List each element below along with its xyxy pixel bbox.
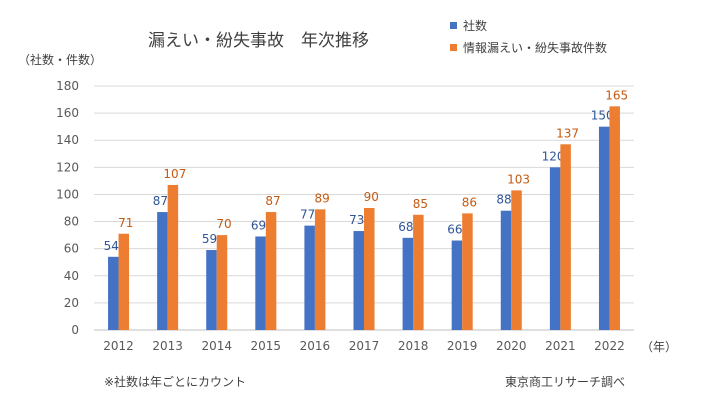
bar-companies	[157, 212, 168, 330]
x-tick-label: 2017	[349, 339, 380, 353]
legend-swatch-incidents	[450, 43, 457, 51]
y-axis-unit-label: （社数・件数）	[18, 53, 103, 67]
bar-incidents	[314, 209, 326, 330]
bar-incidents	[462, 213, 473, 330]
data-label-companies: 54	[104, 239, 119, 253]
y-tick-label: 180	[56, 79, 79, 93]
bar-companies	[598, 126, 610, 331]
x-tick-label: 2015	[251, 339, 282, 353]
x-tick-label: 2013	[152, 339, 183, 353]
data-label-companies: 66	[447, 223, 462, 237]
legend: 社数 情報漏えい・紛失事故件数	[450, 14, 607, 58]
y-tick-label: 100	[56, 187, 79, 201]
bar-companies	[108, 256, 119, 330]
bar-incidents	[560, 144, 571, 330]
bar-incidents	[609, 106, 620, 330]
data-label-incidents: 89	[315, 191, 330, 205]
bar-incidents	[364, 208, 375, 330]
data-label-companies: 59	[202, 232, 217, 246]
bar-companies	[402, 237, 414, 330]
data-label-companies: 77	[300, 208, 315, 222]
data-label-companies: 69	[251, 218, 266, 232]
data-label-incidents: 90	[364, 190, 379, 204]
source-note: 東京商工リサーチ調べ	[505, 375, 626, 389]
x-tick-label: 2022	[594, 339, 625, 353]
data-label-incidents: 103	[507, 172, 530, 186]
bar-companies	[255, 236, 266, 330]
y-tick-label: 160	[56, 106, 79, 120]
x-tick-label: 2016	[300, 339, 331, 353]
x-tick-label: 2018	[398, 339, 429, 353]
data-label-companies: 88	[496, 193, 511, 207]
data-label-incidents: 165	[605, 88, 628, 102]
data-label-companies: 87	[153, 194, 168, 208]
y-tick-label: 60	[64, 242, 79, 256]
data-label-incidents: 86	[462, 195, 477, 209]
data-label-companies: 68	[398, 220, 413, 234]
x-axis-unit-label: （年）	[641, 340, 678, 354]
x-tick-label: 2012	[103, 339, 134, 353]
data-label-companies: 150	[591, 109, 614, 123]
data-label-incidents: 85	[413, 197, 428, 211]
x-tick-label: 2020	[496, 339, 527, 353]
bar-companies	[500, 210, 512, 330]
bar-incidents	[216, 235, 228, 330]
y-tick-label: 140	[56, 133, 79, 147]
y-tick-label: 80	[64, 215, 79, 229]
x-tick-label: 2019	[447, 339, 478, 353]
bar-companies	[304, 225, 315, 330]
legend-label-incidents: 情報漏えい・紛失事故件数	[463, 40, 608, 55]
y-tick-label: 0	[71, 323, 79, 337]
data-label-companies: 120	[542, 149, 565, 163]
legend-swatch-companies	[450, 21, 457, 29]
bar-incidents	[118, 233, 130, 330]
bar-companies	[353, 231, 364, 330]
bar-companies	[549, 167, 561, 330]
x-tick-label: 2021	[545, 339, 576, 353]
legend-label-companies: 社数	[463, 18, 488, 33]
data-label-incidents: 107	[163, 167, 186, 181]
data-label-incidents: 137	[556, 126, 579, 140]
bar-companies	[206, 250, 217, 330]
bar-incidents	[413, 214, 424, 330]
data-label-incidents: 71	[118, 216, 133, 230]
data-label-companies: 73	[349, 213, 364, 227]
y-tick-label: 40	[64, 269, 79, 283]
bar-companies	[451, 240, 463, 330]
bar-incidents	[265, 212, 277, 330]
data-label-incidents: 87	[265, 194, 280, 208]
data-label-incidents: 70	[216, 217, 231, 231]
x-tick-label: 2014	[201, 339, 232, 353]
chart-title: 漏えい・紛失事故 年次推移	[148, 31, 369, 51]
bar-incidents	[511, 190, 522, 330]
footnote: ※社数は年ごとにカウント	[104, 375, 247, 389]
y-tick-label: 120	[56, 160, 79, 174]
y-tick-label: 20	[64, 296, 79, 310]
bar-incidents	[167, 184, 179, 330]
legend-item-companies: 社数	[450, 14, 607, 36]
legend-item-incidents: 情報漏えい・紛失事故件数	[450, 36, 607, 58]
